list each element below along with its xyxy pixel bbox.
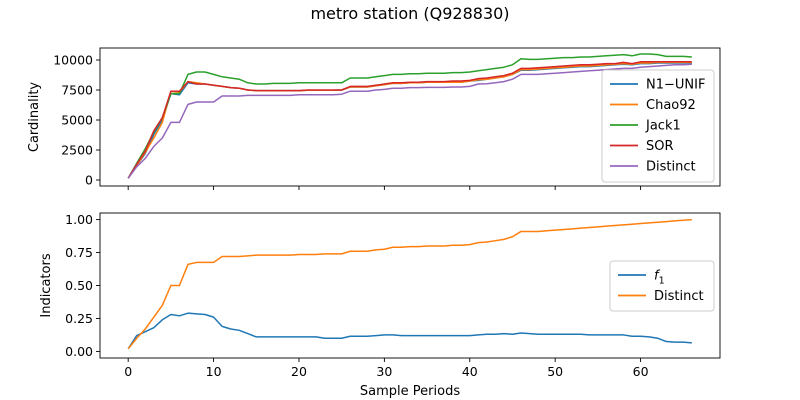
top-legend-label-sor: SOR (646, 139, 674, 154)
indicators-plot: 0 10 20 30 40 50 60 0.00 0.25 0.50 0.75 1.00 Indicat… (39, 212, 721, 399)
top-y-tick-label: 2500 (61, 143, 93, 158)
top-y-tick-label: 7500 (61, 83, 93, 98)
bottom-x-axis-label: Sample Periods (360, 384, 460, 399)
top-series-line-sor (127, 61, 692, 179)
bottom-x-tick-label: 10 (206, 364, 222, 379)
bottom-x-tick-label: 20 (291, 364, 307, 379)
bottom-x-tick-label: 30 (376, 364, 392, 379)
top-series-line-distinct (127, 63, 692, 179)
bottom-x-tick-label: 40 (462, 364, 478, 379)
bottom-legend-label-distinct: Distinct (654, 289, 704, 304)
top-legend-label-distinct: Distinct (646, 160, 696, 175)
bottom-x-tick-label: 60 (633, 364, 649, 379)
bottom-y-tick-label: 0.00 (65, 344, 93, 359)
top-legend: N1−UNIF Chao92 Jack1 SOR Distinct (601, 69, 715, 183)
bottom-y-tick-label: 0.50 (65, 278, 93, 293)
bottom-legend-box (609, 260, 715, 312)
bottom-y-tick-label: 0.75 (65, 245, 93, 260)
top-y-tick-label: 5000 (61, 113, 93, 128)
bottom-x-tick-label: 50 (547, 364, 563, 379)
top-legend-label-n1-unif: N1−UNIF (646, 78, 705, 93)
cardinality-plot: 0 2500 5000 7500 10000 Cardinality N1−UNIF Chao… (27, 47, 721, 190)
bottom-legend: f1 Distinct (609, 260, 715, 312)
top-legend-box (601, 69, 715, 183)
top-axes-frame (99, 47, 721, 187)
top-series-line-jack1 (127, 53, 692, 179)
bottom-legend-label-f1: f1 (654, 269, 665, 287)
bottom-y-tick-label: 0.25 (65, 311, 93, 326)
bottom-y-tick-label: 1.00 (65, 212, 93, 227)
bottom-x-tick-label: 0 (124, 364, 132, 379)
bottom-series-line-f1 (127, 312, 692, 350)
bottom-series-line-distinct (127, 218, 692, 350)
top-y-tick-label: 0 (85, 173, 93, 188)
top-y-axis-label: Cardinality (27, 82, 42, 153)
top-y-tick-label: 10000 (53, 53, 93, 68)
top-legend-label-chao92: Chao92 (646, 98, 696, 113)
top-legend-label-jack1: Jack1 (645, 119, 681, 134)
bottom-y-axis-label: Indicators (39, 253, 54, 317)
figure-title: metro station (Q928830) (310, 4, 509, 23)
